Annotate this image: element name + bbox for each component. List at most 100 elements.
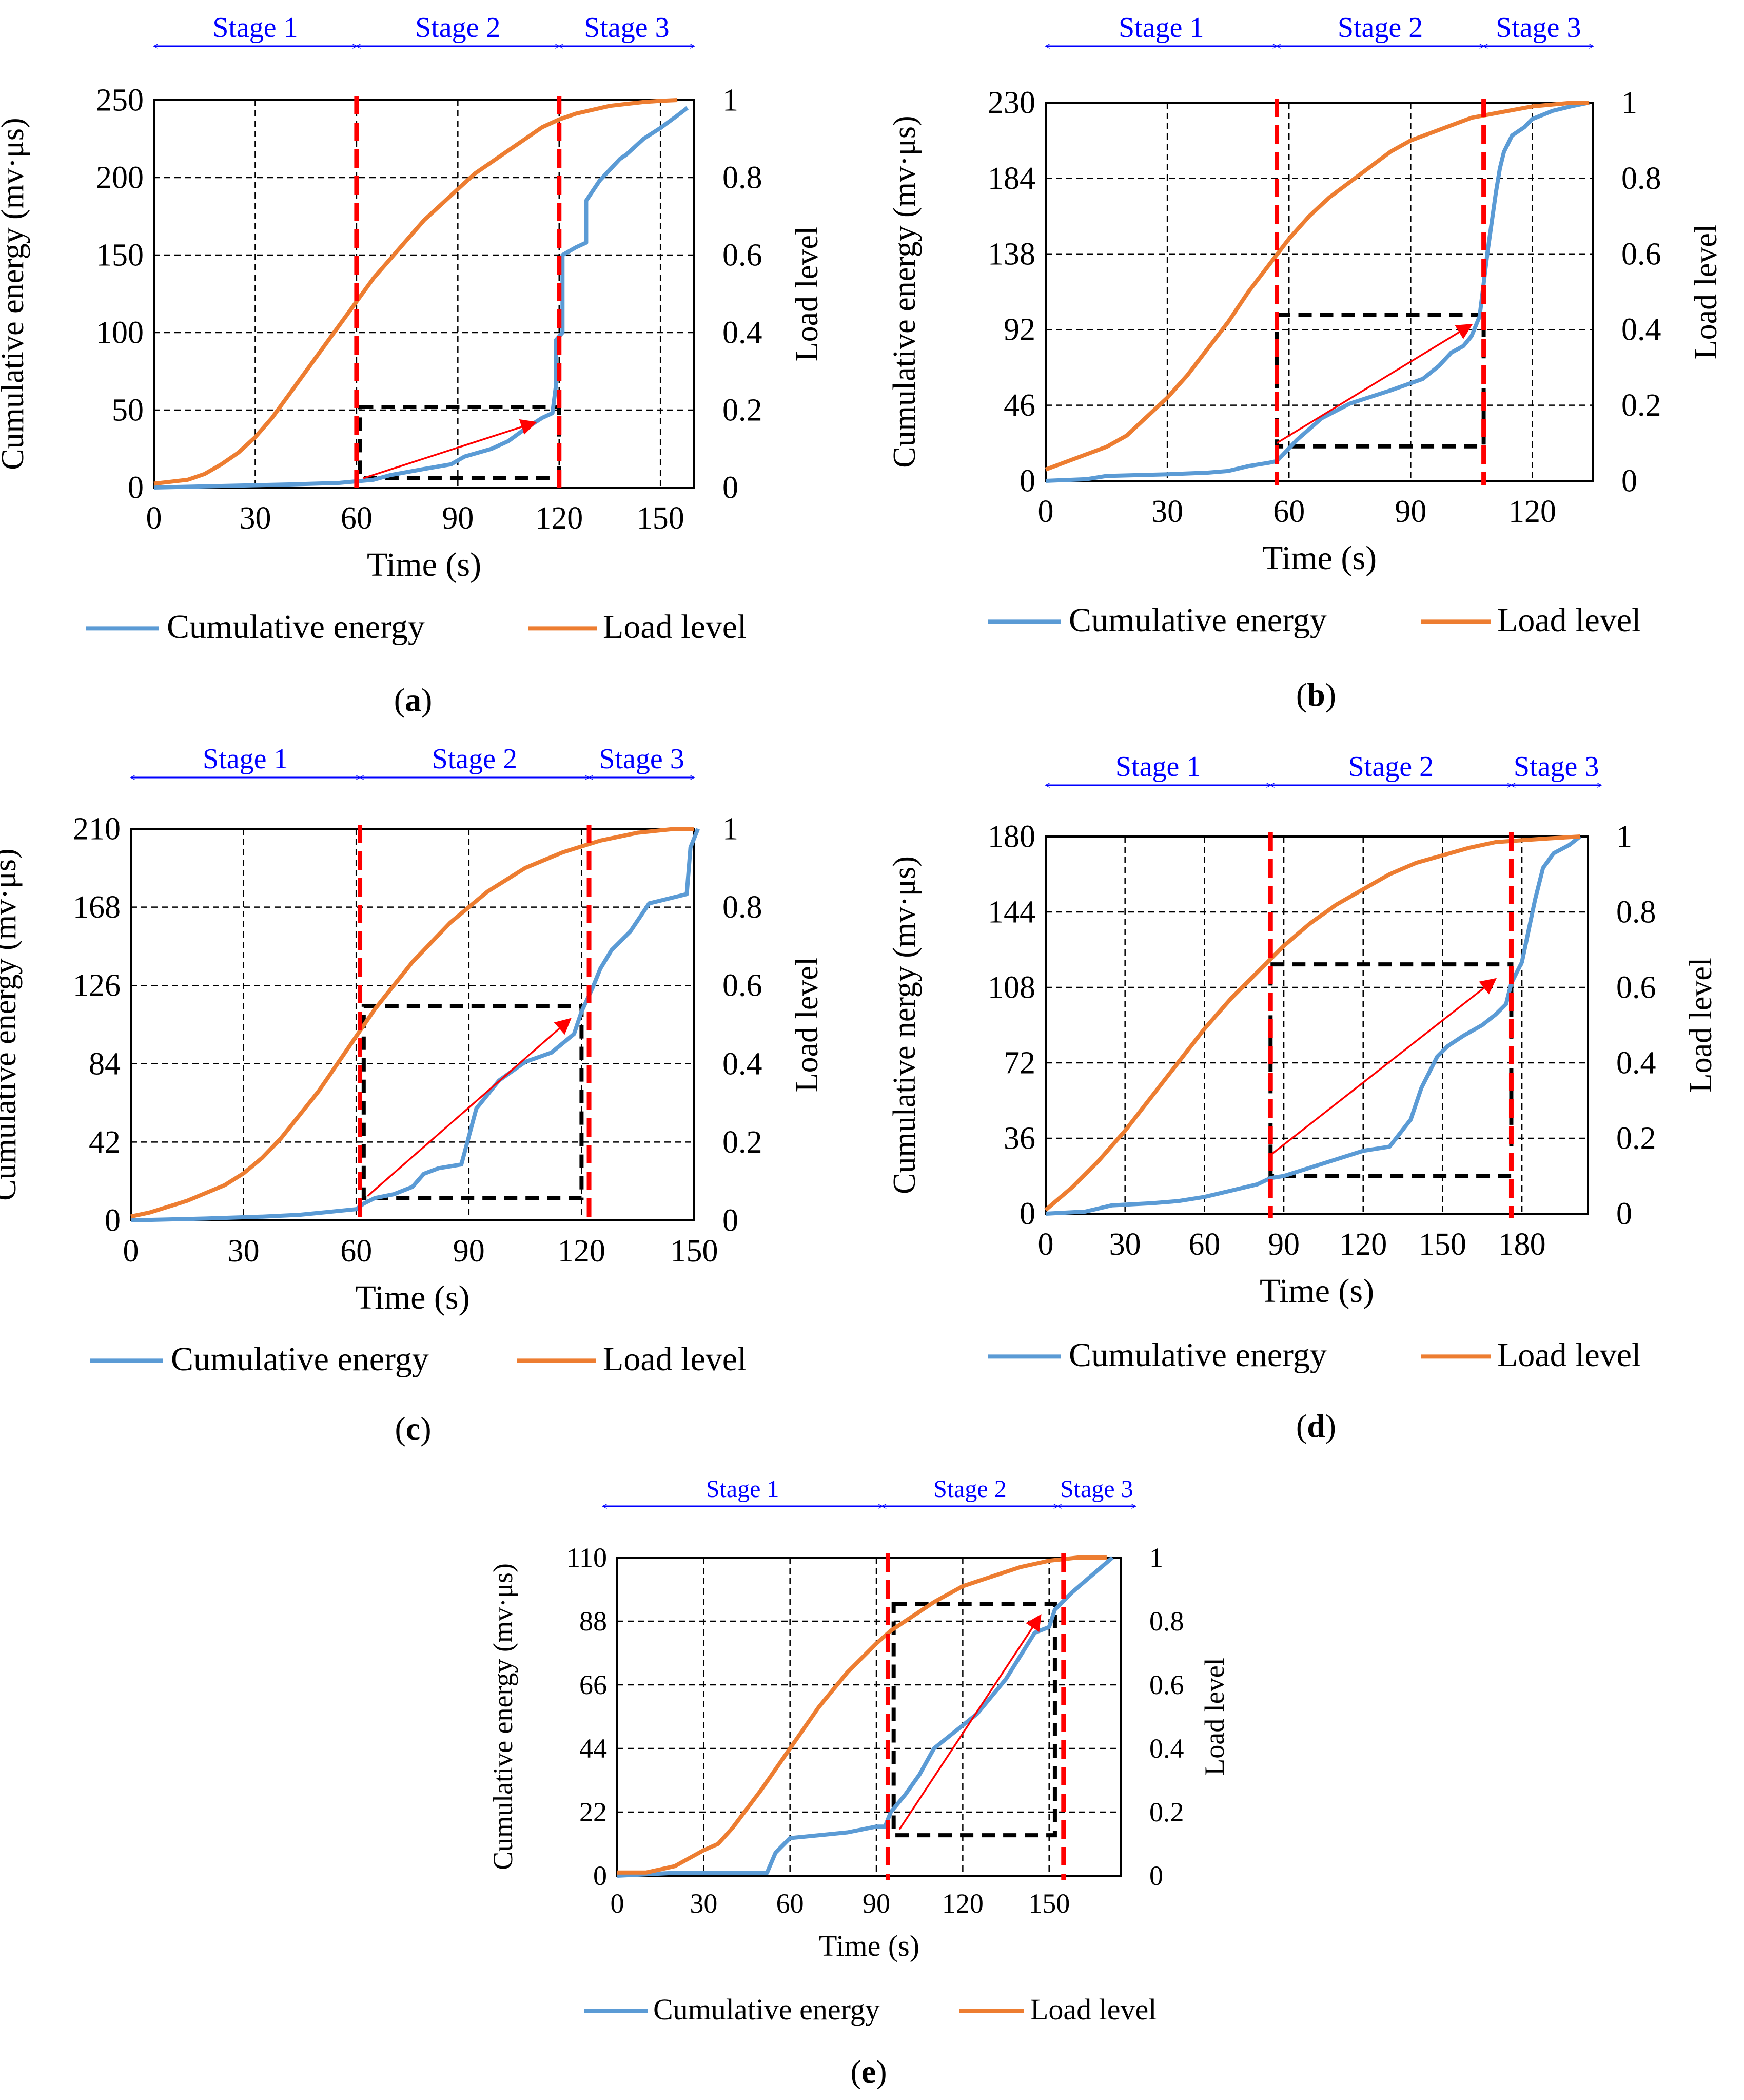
y-tick-label: 84 [89,1046,121,1081]
x-tick-label: 0 [146,501,162,536]
cumulative-energy-line [1045,834,1581,1216]
panel-caption: (e) [850,2053,887,2090]
y-tick-label: 230 [988,85,1035,120]
x-tick-label: 0 [1038,494,1054,529]
y-tick-label: 150 [96,238,144,273]
x-tick-label: 30 [1109,1227,1141,1262]
y-axis-label: Cumulative energy (mv·μs) [887,115,922,468]
stage-label: Stage 3 [584,12,669,44]
cumulative-energy-line [130,828,700,1222]
y2-tick-label: 0.8 [1616,895,1656,929]
y-tick-label: 108 [988,970,1035,1005]
trend-arrow [1270,978,1497,1156]
x-tick-label: 60 [776,1888,804,1919]
x-tick-label: 150 [637,501,684,536]
y-tick-label: 210 [73,811,121,846]
panel-e: Stage 1 Stage 2 Stage 3 0 30 60 90 120 150 0 22 44 6… [487,1475,1230,2090]
x-tick-label: 90 [442,501,474,536]
stage-label: Stage 1 [1115,751,1201,783]
y2-tick-label: 1 [722,811,738,846]
panel-caption-letter: c [406,1410,420,1447]
load-level-line [130,827,694,1219]
highlight-box [1268,962,1514,1178]
x-tick-label: 0 [611,1888,624,1919]
y2-axis-label: Load level [790,226,825,361]
plot-frame [1045,835,1589,1215]
trend-arrow [898,1614,1042,1830]
plot-frame [1045,102,1594,482]
legend-load-label: Load level [1497,601,1641,639]
legend-energy-label: Cumulative energy [1069,1336,1327,1374]
y2-tick-label: 1 [1621,85,1637,120]
y2-tick-label: 0.8 [1149,1606,1184,1637]
trend-arrow [367,1018,572,1197]
y2-tick-label: 0 [1621,463,1637,498]
y-tick-label: 0 [128,470,144,505]
stage-label: Stage 3 [1496,12,1581,44]
stage-label: Stage 2 [1348,751,1434,783]
stage-label: Stage 1 [203,743,288,775]
panel-b: Stage 1 Stage 2 Stage 3 0 30 60 90 120 0 46 92 138 1… [887,12,1723,713]
y-tick-label: 168 [73,890,121,925]
x-tick-label: 60 [340,1234,372,1269]
y-tick-label: 250 [96,83,144,118]
panel-caption: (d) [1296,1408,1336,1444]
x-axis-label: Time (s) [355,1279,469,1316]
panel-caption: (a) [394,682,433,718]
panel-a: Stage 1 Stage 2 Stage 30 30 60 90 120 150050100… [0,12,825,718]
cumulative-energy-line [153,106,689,490]
stage-label: Stage 3 [599,743,684,775]
y2-tick-label: 0 [1149,1860,1163,1891]
y2-tick-label: 0.6 [1149,1669,1184,1700]
y-tick-label: 88 [579,1606,607,1637]
y-tick-label: 138 [988,237,1035,271]
stage-label: Stage 1 [212,12,298,44]
y-tick-label: 42 [89,1125,121,1160]
y2-axis-label: Load level [1689,224,1723,359]
x-tick-label: 150 [1419,1227,1466,1262]
x-tick-label: 120 [558,1234,605,1269]
x-tick-label: 30 [239,501,271,536]
cumulative-energy-line [617,1555,1114,1878]
x-tick-label: 90 [1268,1227,1300,1262]
load-level-line [617,1555,1107,1875]
y-tick-label: 92 [1004,313,1035,347]
plot-frame [616,1557,1122,1877]
y-tick-label: 144 [988,895,1035,929]
x-tick-label: 120 [535,501,583,536]
stage-label: Stage 3 [1060,1475,1133,1503]
y-tick-label: 50 [112,393,144,427]
y2-tick-label: 0.2 [722,1125,762,1160]
x-axis-label: Time (s) [1262,539,1377,577]
highlight-box [358,404,561,480]
y2-tick-label: 0.6 [722,238,762,273]
y-tick-label: 200 [96,160,144,195]
panel-caption-letter: a [405,682,421,718]
highlight-box [361,1004,584,1200]
y2-tick-label: 0.8 [722,160,762,195]
load-level-line [153,98,678,486]
y-tick-label: 22 [579,1797,607,1827]
x-tick-label: 90 [1395,494,1426,529]
panel-caption-letter: d [1307,1408,1325,1444]
y2-tick-label: 1 [1616,819,1632,854]
stage-label: Stage 2 [432,743,517,775]
y-tick-label: 46 [1004,388,1035,423]
y-axis-label: Cumulative energy (mv·μs) [0,118,30,470]
y2-tick-label: 0.2 [1621,388,1661,423]
legend-energy-label: Cumulative energy [167,608,425,646]
y2-tick-label: 0.4 [1621,313,1661,347]
y-axis-label: Cumulative nergy (mv·μs) [887,856,922,1194]
y-tick-label: 180 [988,819,1035,854]
y2-tick-label: 0.2 [722,393,762,427]
x-tick-label: 120 [1508,494,1556,529]
y-tick-label: 100 [96,315,144,350]
x-tick-label: 150 [671,1234,718,1269]
y2-tick-label: 0.2 [1149,1797,1184,1827]
y2-tick-label: 0.2 [1616,1121,1656,1156]
x-tick-label: 60 [1273,494,1305,529]
y-tick-label: 0 [1020,463,1035,498]
panel-c: Stage 1 Stage 2 Stage 30 30 60 90 120 150042841… [0,743,825,1447]
y-tick-label: 0 [1020,1196,1035,1231]
